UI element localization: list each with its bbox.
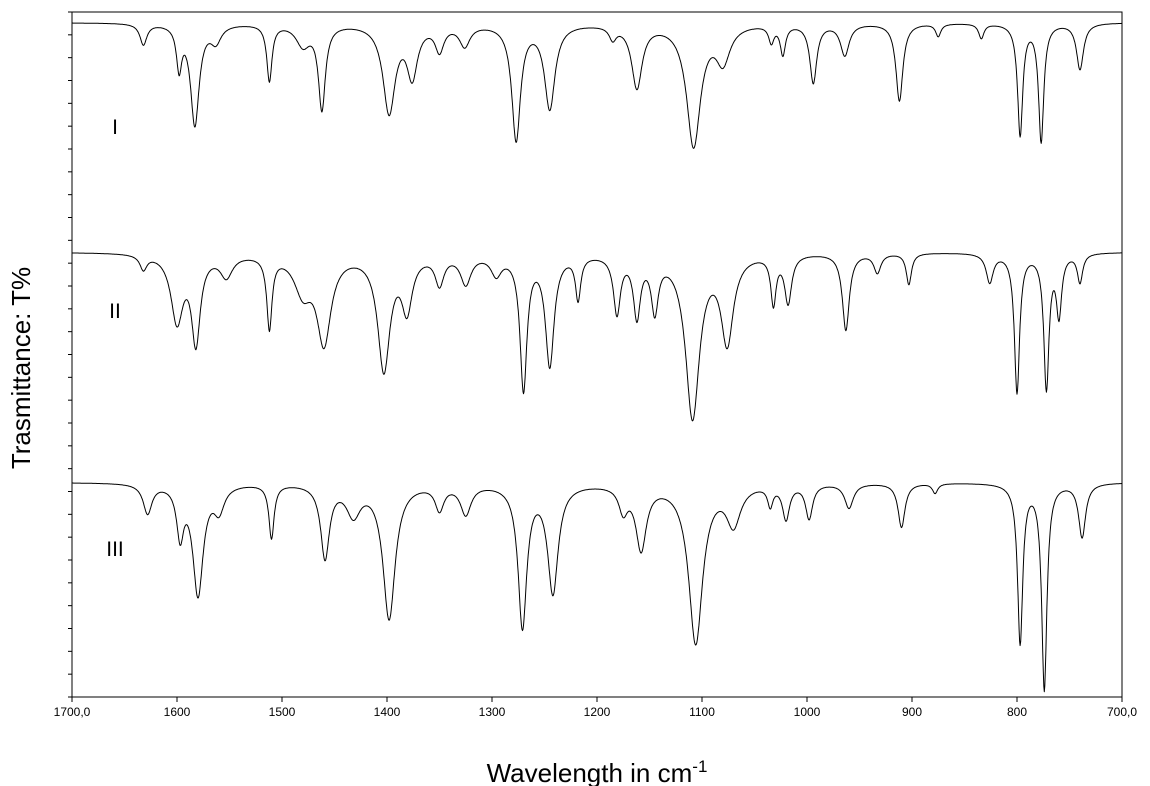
x-tick-label: 900: [902, 705, 922, 719]
spectrum-line-iii: [72, 482, 1122, 693]
x-tick-label: 1000: [794, 705, 821, 719]
x-tick-label: 700,0: [1107, 705, 1137, 719]
series-label-ii: II: [109, 300, 121, 323]
x-tick-label: 1100: [689, 705, 715, 719]
series-label-i: I: [112, 116, 118, 139]
x-axis-label-superscript: -1: [692, 757, 707, 776]
x-tick-label: 1400: [374, 705, 401, 719]
x-tick-label: 1700,0: [54, 705, 91, 719]
y-axis: [68, 11, 72, 698]
x-tick-label: 1200: [584, 705, 611, 719]
x-tick-label: 1500: [269, 705, 296, 719]
series-label-iii: III: [106, 538, 124, 561]
x-axis-label: Wavelength in cm-1: [487, 757, 708, 786]
plot-frame: [71, 11, 1123, 698]
spectrum-line-ii: [72, 252, 1122, 422]
spectrum-line-i: [72, 22, 1122, 149]
x-axis: 1700,0 1600 1500 1400 1300 1200 1100 1000 900 800…: [54, 697, 1137, 719]
x-tick-label: 1600: [164, 705, 191, 719]
x-axis-label-text: Wavelength in cm: [487, 758, 693, 786]
x-tick-label: 800: [1007, 705, 1027, 719]
y-axis-label: Trasmittance: T%: [6, 267, 36, 469]
x-tick-label: 1300: [479, 705, 506, 719]
